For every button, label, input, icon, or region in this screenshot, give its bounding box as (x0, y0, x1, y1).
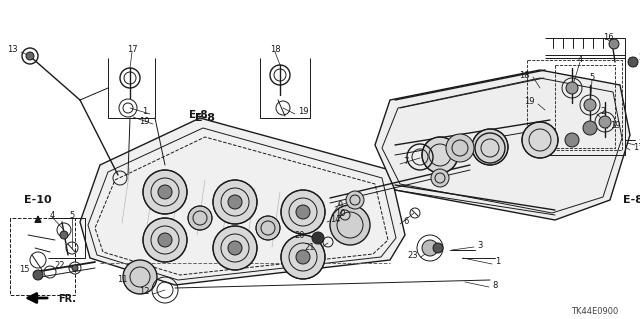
Polygon shape (80, 118, 405, 285)
Text: FR.: FR. (58, 294, 76, 304)
Circle shape (609, 39, 619, 49)
Text: 17: 17 (127, 46, 138, 55)
Circle shape (446, 134, 474, 162)
Circle shape (628, 57, 638, 67)
Text: 5: 5 (69, 211, 75, 219)
Circle shape (431, 169, 449, 187)
Text: 14: 14 (330, 216, 340, 225)
Circle shape (346, 191, 364, 209)
Text: E-8: E-8 (623, 195, 640, 205)
Circle shape (123, 260, 157, 294)
Circle shape (143, 218, 187, 262)
Text: 4: 4 (577, 56, 582, 64)
Text: TK44E0900: TK44E0900 (572, 308, 619, 316)
Text: 6: 6 (403, 218, 408, 226)
Text: 3: 3 (477, 241, 483, 249)
Circle shape (312, 232, 324, 244)
Text: 19: 19 (525, 98, 535, 107)
Text: 21: 21 (305, 243, 315, 253)
Circle shape (584, 99, 596, 111)
Circle shape (422, 137, 458, 173)
Circle shape (281, 235, 325, 279)
Text: 19: 19 (610, 121, 621, 130)
Circle shape (188, 206, 212, 230)
Text: 19: 19 (140, 117, 150, 127)
Text: 18: 18 (520, 70, 530, 79)
Text: E-8: E-8 (189, 110, 207, 120)
Text: 22: 22 (54, 261, 65, 270)
Text: E-8: E-8 (195, 113, 215, 123)
Text: 12: 12 (140, 287, 150, 296)
Circle shape (599, 116, 611, 128)
Text: 8: 8 (492, 280, 497, 290)
Circle shape (60, 231, 68, 239)
Circle shape (158, 185, 172, 199)
Text: 18: 18 (269, 46, 280, 55)
Text: 4: 4 (49, 211, 54, 219)
Circle shape (330, 205, 370, 245)
Circle shape (296, 205, 310, 219)
Text: 22: 22 (638, 54, 640, 63)
Text: 20: 20 (294, 231, 305, 240)
Text: 17: 17 (633, 144, 640, 152)
Text: 1: 1 (141, 108, 147, 116)
Circle shape (228, 195, 242, 209)
Text: 9: 9 (338, 201, 343, 210)
Circle shape (158, 233, 172, 247)
Circle shape (213, 180, 257, 224)
Text: 11: 11 (118, 276, 128, 285)
Circle shape (472, 129, 508, 165)
Circle shape (72, 265, 78, 271)
Circle shape (228, 241, 242, 255)
Circle shape (433, 243, 443, 253)
Text: E-10: E-10 (24, 195, 52, 205)
Circle shape (33, 270, 43, 280)
Text: 16: 16 (603, 33, 613, 42)
Circle shape (26, 52, 34, 60)
Circle shape (565, 133, 579, 147)
Circle shape (256, 216, 280, 240)
Text: 19: 19 (298, 108, 308, 116)
Text: 13: 13 (8, 46, 18, 55)
Polygon shape (375, 70, 630, 220)
Text: 2: 2 (638, 138, 640, 147)
Text: 7: 7 (403, 158, 408, 167)
Circle shape (522, 122, 558, 158)
Text: 2: 2 (600, 108, 605, 116)
Circle shape (143, 170, 187, 214)
Circle shape (296, 250, 310, 264)
Circle shape (281, 190, 325, 234)
Circle shape (475, 133, 505, 163)
Text: 23: 23 (408, 250, 418, 259)
Circle shape (213, 226, 257, 270)
Text: 15: 15 (19, 265, 30, 275)
Text: 5: 5 (589, 73, 595, 83)
Text: 1: 1 (495, 257, 500, 266)
Text: 10: 10 (335, 209, 346, 218)
Circle shape (566, 82, 578, 94)
Circle shape (422, 240, 438, 256)
Circle shape (583, 121, 597, 135)
